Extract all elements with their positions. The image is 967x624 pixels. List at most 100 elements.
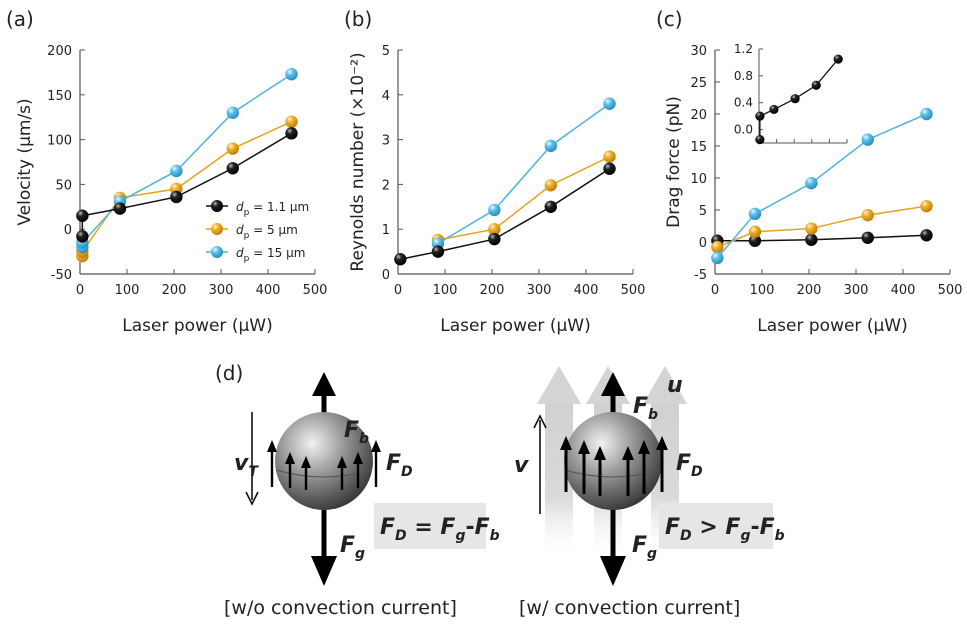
data-point — [544, 179, 557, 192]
data-point — [488, 232, 501, 246]
legend-marker — [211, 200, 223, 212]
y-tick-label: 100 — [47, 134, 72, 149]
data-point — [603, 97, 616, 110]
drag-subscript: D — [401, 464, 413, 480]
data-point — [711, 251, 724, 265]
y-tick-label: 25 — [690, 76, 707, 91]
velocity-arrow-down — [245, 412, 259, 506]
force-balance-box-right — [659, 503, 773, 549]
data-point — [920, 107, 933, 121]
caption-right: [w/ convection current] — [519, 597, 740, 619]
buoyancy-label: F — [344, 418, 359, 443]
svg-text:vT: vT — [234, 451, 259, 480]
inset-y-tick-label: 1.2 — [734, 42, 753, 56]
data-point — [431, 245, 445, 258]
y-tick-label: 0 — [64, 223, 72, 238]
panel-label-d: (d) — [215, 361, 243, 385]
y-axis-label: Drag force (pN) — [664, 96, 684, 228]
data-point — [226, 106, 239, 119]
y-tick-label: 5 — [382, 44, 390, 59]
force-balance-box — [374, 503, 486, 549]
chart-panel-c-inset: 0.0 0.4 0.8 1.2 — [734, 42, 848, 145]
series-line — [81, 73, 292, 248]
data-point — [170, 190, 183, 204]
data-point — [711, 240, 724, 254]
inset-y-tick-label: 0.8 — [734, 69, 753, 83]
data-point — [226, 162, 239, 175]
chart-panel-a: 0 100 200 300 400 500 -50 0 50 100 150 200 (a) Laser … — [6, 7, 327, 336]
data-point — [603, 150, 616, 163]
x-tick-label: 0 — [394, 283, 402, 298]
data-point — [76, 209, 89, 222]
force-balance-equation-right: FD > Fg-Fb — [665, 515, 785, 544]
x-axis-label: Laser power (μW) — [757, 316, 907, 336]
velocity-symbol-right: v — [514, 453, 529, 478]
data-point — [805, 222, 818, 235]
data-point — [544, 139, 557, 153]
y-axis-label: Reynolds number (×10⁻²) — [348, 52, 368, 271]
data-point — [170, 164, 183, 178]
inset-data-point — [811, 80, 821, 90]
drag-arrows-right — [560, 436, 668, 496]
x-tick-label: 200 — [162, 283, 187, 298]
y-tick-label: 15 — [690, 140, 707, 155]
svg-text:Fb: Fb — [633, 394, 658, 423]
data-point — [76, 230, 89, 243]
gravity-subscript: g — [355, 546, 365, 562]
legend-label: dp = 1.1 μm — [236, 200, 309, 218]
flow-velocity-label: u — [667, 373, 683, 398]
x-tick-label: 0 — [76, 283, 84, 298]
buoyancy-label-right: F — [633, 394, 648, 419]
legend-label: dp = 15 μm — [236, 246, 305, 264]
x-tick-label: 400 — [574, 283, 599, 298]
svg-text:Fg: Fg — [340, 533, 365, 562]
panel-label: (c) — [656, 7, 683, 31]
data-point — [748, 234, 762, 247]
sphere-diagram-right: v u Fb FD Fg — [514, 366, 785, 619]
panel-label: (b) — [344, 7, 372, 31]
y-tick-label: 2 — [382, 178, 390, 193]
gravity-label: F — [340, 533, 355, 558]
legend-label: dp = 5 μm — [236, 223, 298, 241]
data-point — [285, 127, 298, 140]
data-point — [488, 203, 501, 217]
y-tick-label: 200 — [47, 44, 72, 59]
legend-marker — [211, 223, 223, 235]
x-tick-label: 100 — [433, 283, 458, 298]
y-tick-label: 20 — [690, 108, 707, 123]
force-balance-equation: FD = Fg-Fb — [380, 515, 500, 544]
particle-sphere — [275, 412, 373, 510]
chart-panel-b: 0 100 200 300 400 500 0 1 2 3 4 5 (b) Laser power (μW… — [344, 7, 645, 336]
legend-marker — [211, 246, 223, 258]
series-line — [437, 103, 610, 245]
data-point — [285, 67, 298, 81]
x-tick-label: 400 — [891, 283, 916, 298]
x-tick-label: 500 — [621, 283, 646, 298]
y-tick-label: 1 — [382, 223, 390, 238]
inset-data-point — [790, 94, 800, 104]
inset-data-point — [769, 104, 779, 115]
velocity-subscript: T — [248, 464, 259, 480]
data-point — [544, 200, 557, 213]
x-tick-label: 500 — [938, 283, 963, 298]
legend: dp = 1.1 μm dp = 5 μm dp = 15 μm — [206, 200, 309, 264]
caption-left: [w/o convection current] — [224, 597, 457, 619]
y-tick-label: 4 — [382, 89, 390, 104]
gravity-label-right: F — [632, 533, 647, 558]
diagram-panel-d: (d) vT — [215, 361, 785, 619]
drag-arrows — [267, 440, 381, 490]
svg-text:Fg: Fg — [632, 533, 657, 562]
data-point — [861, 133, 874, 146]
x-tick-label: 300 — [844, 283, 869, 298]
particle-sphere-right — [564, 412, 662, 510]
series-line — [400, 168, 610, 260]
panel-label: (a) — [6, 7, 34, 31]
x-tick-label: 300 — [209, 283, 234, 298]
data-point — [488, 223, 501, 236]
inset-y-tick-label: 0.0 — [734, 123, 753, 137]
y-tick-label: -50 — [51, 268, 72, 283]
y-tick-label: 5 — [699, 204, 707, 219]
sphere-diagram-left: vT Fb — [224, 372, 500, 619]
velocity-arrow-up — [533, 414, 547, 514]
x-tick-label: 100 — [750, 283, 775, 298]
